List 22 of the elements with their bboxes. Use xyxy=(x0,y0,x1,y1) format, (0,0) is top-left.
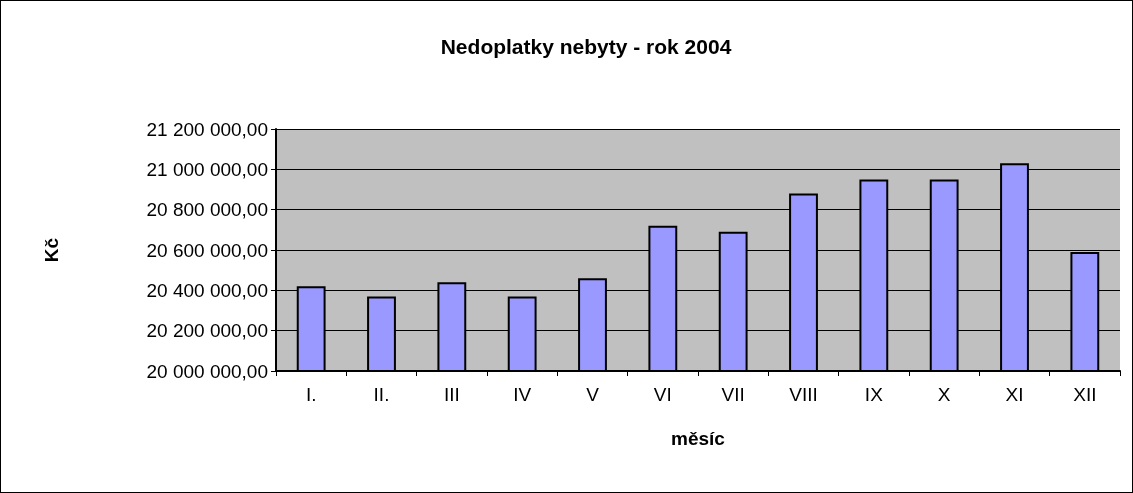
x-tick-label: VIII xyxy=(789,384,818,405)
y-tick-label: 20 200 000,00 xyxy=(146,320,268,342)
x-tick-label: I. xyxy=(305,384,317,405)
x-tick-label: XII xyxy=(1073,384,1097,405)
x-tick-label: II. xyxy=(373,384,390,405)
y-tick-label: 20 000 000,00 xyxy=(146,360,268,382)
chart-title: Nedoplatky nebyty - rok 2004 xyxy=(440,35,732,58)
x-axis-title: měsíc xyxy=(671,428,726,449)
x-tick-label: IX xyxy=(864,384,884,405)
y-tick-label: 21 200 000,00 xyxy=(146,118,268,140)
x-tick-label: IV xyxy=(513,384,532,405)
x-tick-label: VII xyxy=(721,384,745,405)
x-tick-label: III xyxy=(443,384,460,405)
y-tick-label: 20 400 000,00 xyxy=(146,279,268,301)
x-tick-label: XI xyxy=(1005,384,1024,405)
x-tick-label: VI xyxy=(653,384,672,405)
y-tick-label: 20 600 000,00 xyxy=(146,239,268,261)
y-tick-label: 20 800 000,00 xyxy=(146,199,268,221)
x-tick-label: X xyxy=(937,384,951,405)
y-axis-title: Kč xyxy=(41,237,62,263)
x-tick-label: V xyxy=(586,384,600,405)
y-tick-label: 21 000 000,00 xyxy=(146,158,268,180)
